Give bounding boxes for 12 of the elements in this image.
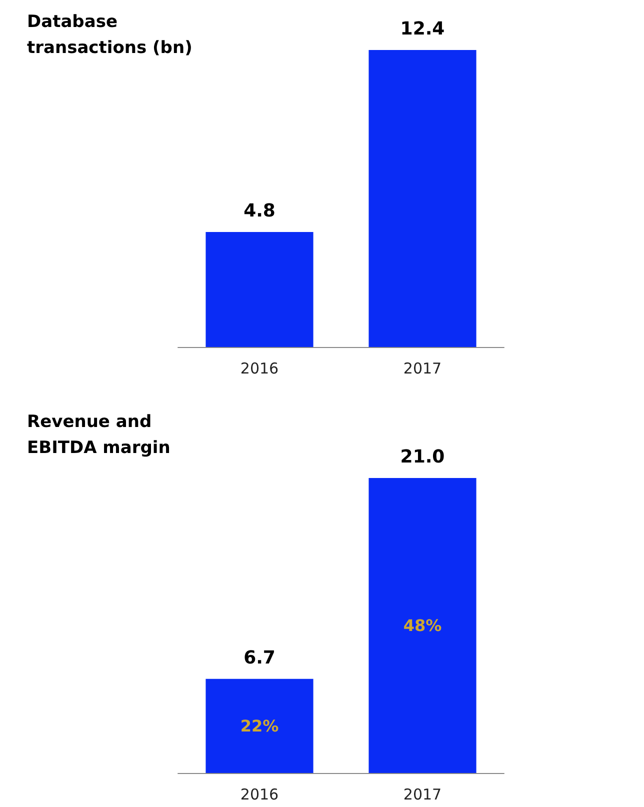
data-label: 21.0 [400,446,445,468]
x-tick-label: 2017 [403,786,442,804]
x-tick-label: 2016 [240,360,279,378]
chart-title: Database transactions (bn) [27,12,192,58]
annotation: 22% [240,716,279,736]
chart-title: Revenue and EBITDA margin [27,412,170,458]
data-label: 12.4 [400,18,445,40]
annotation: 48% [403,616,442,635]
data-label: 6.7 [244,647,276,668]
x-tick-label: 2017 [403,360,442,378]
x-tick-label: 2016 [240,786,279,804]
data-label: 4.8 [244,200,276,222]
